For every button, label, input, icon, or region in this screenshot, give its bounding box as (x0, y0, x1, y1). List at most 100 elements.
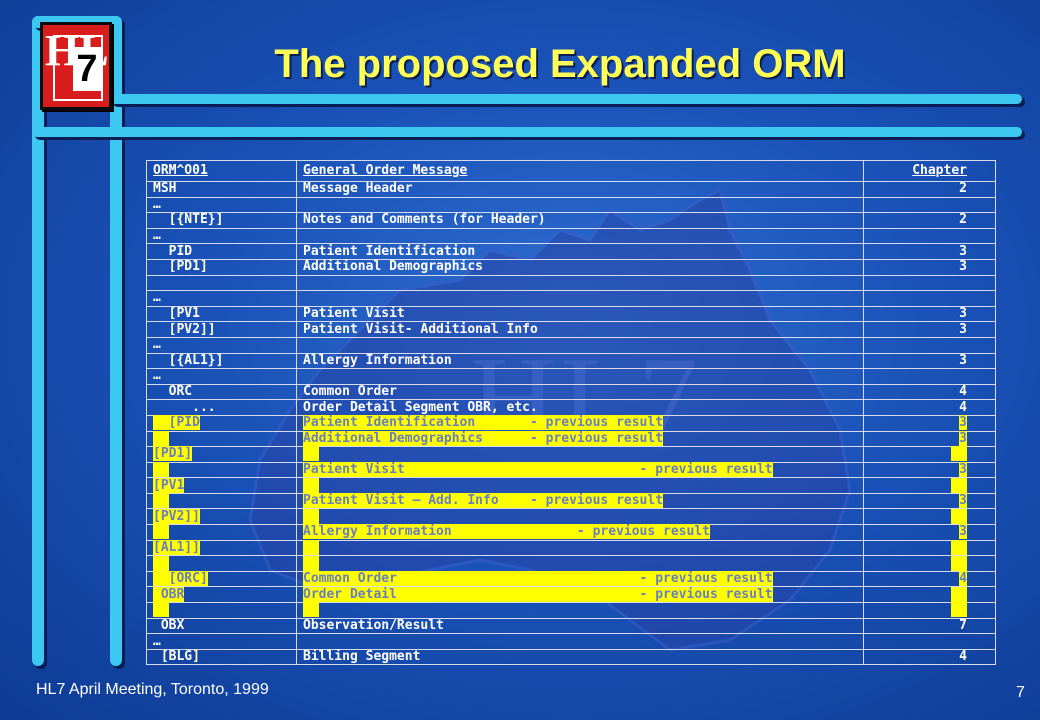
segment-cell (146, 555, 297, 572)
chapter-cell: 3 (863, 352, 996, 370)
segment-cell: [PV2]] (146, 508, 297, 526)
segment-cell (146, 492, 297, 510)
table-row: [PV2]] Patient Visit- Additional Info 3 (146, 321, 996, 338)
frame-vertical-left-bar (32, 16, 44, 666)
highlight-mark (951, 602, 967, 618)
table-row: OBR Order Detail - previous result (146, 586, 996, 604)
table-header-row: ORM^O01 General Order Message Chapter (146, 160, 996, 182)
table-row: Allergy Information - previous result 3 (146, 524, 996, 541)
chapter-cell: 4 (863, 383, 996, 401)
table-row: … (146, 633, 996, 650)
description-cell (296, 336, 864, 354)
segment-cell: OBX (146, 617, 297, 635)
highlight-mark (951, 446, 967, 462)
frame-horizontal-bar-upper (110, 94, 1022, 104)
segment-cell: [{AL1}] (146, 352, 297, 370)
description-cell (296, 633, 864, 650)
table-row (146, 274, 996, 292)
description-cell: Common Order - previous result (296, 570, 864, 588)
chapter-cell: 2 (863, 181, 996, 198)
highlight-mark: [AL1]] (153, 539, 200, 555)
segment-cell: … (146, 290, 297, 307)
highlight-mark: OBR (153, 586, 185, 602)
description-cell: Allergy Information - previous result (296, 524, 864, 541)
frame-vertical-inner-bar (110, 16, 122, 666)
segment-cell: [{NTE}] (146, 212, 297, 229)
chapter-cell: 4 (863, 570, 996, 588)
table-row: … (146, 227, 996, 245)
chapter-cell: 4 (863, 399, 996, 416)
highlight-mark: 3 (959, 430, 967, 446)
table-row: ORC Common Order 4 (146, 383, 996, 401)
description-cell (296, 274, 864, 292)
description-cell (296, 227, 864, 245)
segment-cell: [PV2]] (146, 321, 297, 338)
table-row: Additional Demographics - previous resul… (146, 430, 996, 448)
highlight-mark (153, 493, 169, 509)
chapter-cell (863, 508, 996, 526)
chapter-cell (863, 555, 996, 572)
description-cell: Common Order (296, 383, 864, 401)
table-row: MSH Message Header 2 (146, 181, 996, 198)
chapter-cell (863, 633, 996, 650)
description-cell: Message Header (296, 181, 864, 198)
description-cell: Patient Visit- Additional Info (296, 321, 864, 338)
highlight-mark: [PD1] (153, 446, 193, 462)
highlight-mark: [ORC] (153, 571, 208, 587)
description-cell (296, 539, 864, 557)
highlight-mark (303, 446, 319, 462)
table-row (146, 602, 996, 619)
segment-cell: … (146, 227, 297, 245)
table-row: PID Patient Identification 3 (146, 243, 996, 260)
table-row: [{NTE}] Notes and Comments (for Header) 2 (146, 212, 996, 229)
chapter-cell: 3 (863, 258, 996, 276)
chapter-cell: 3 (863, 243, 996, 260)
highlight-mark: 4 (959, 571, 967, 587)
table-row: [PV1 (146, 477, 996, 494)
segment-cell: PID (146, 243, 297, 260)
table-row: ... Order Detail Segment OBR, etc. 4 (146, 399, 996, 416)
table-row: … (146, 368, 996, 385)
header-segment: ORM^O01 (146, 160, 297, 182)
highlight-mark (951, 508, 967, 524)
highlight-mark: Order Detail - previous result (303, 586, 773, 602)
highlight-mark: 3 (959, 524, 967, 540)
segment-cell: ORC (146, 383, 297, 401)
description-cell: Patient Visit (296, 305, 864, 323)
header-chapter: Chapter (863, 160, 996, 182)
table-row (146, 555, 996, 572)
table-row: OBX Observation/Result 7 (146, 617, 996, 635)
segment-cell (146, 524, 297, 541)
chapter-cell (863, 274, 996, 292)
highlight-mark (951, 586, 967, 602)
chapter-cell: 3 (863, 414, 996, 432)
highlight-mark (303, 602, 319, 618)
highlight-mark: Patient Visit – Add. Info - previous res… (303, 493, 664, 509)
highlight-mark: [PV2]] (153, 508, 200, 524)
highlight-mark (153, 555, 169, 571)
table-row: … (146, 336, 996, 354)
highlight-mark: Patient Visit - previous result (303, 461, 773, 477)
segment-cell: [PV1 (146, 477, 297, 494)
chapter-cell: 3 (863, 430, 996, 448)
highlight-mark: [PID (153, 415, 200, 431)
page-number: 7 (1016, 684, 1025, 701)
highlight-mark (951, 555, 967, 571)
table-row: … (146, 196, 996, 214)
logo-text-7: 7 (73, 47, 101, 91)
segment-cell: OBR (146, 586, 297, 604)
segment-cell: [PD1] (146, 258, 297, 276)
segment-cell: [AL1]] (146, 539, 297, 557)
highlight-mark: [PV1 (153, 477, 185, 493)
chapter-cell (863, 227, 996, 245)
description-cell: Patient Visit – Add. Info - previous res… (296, 492, 864, 510)
highlight-mark (951, 477, 967, 493)
chapter-cell: 2 (863, 212, 996, 229)
chapter-cell: 4 (863, 648, 996, 666)
segment-cell: … (146, 633, 297, 650)
chapter-cell: 3 (863, 321, 996, 338)
table-row: [PID Patient Identification - previous re… (146, 414, 996, 432)
description-cell: Patient Visit - previous result (296, 461, 864, 479)
description-cell: Patient Identification - previous result (296, 414, 864, 432)
segment-cell: [PD1] (146, 446, 297, 463)
